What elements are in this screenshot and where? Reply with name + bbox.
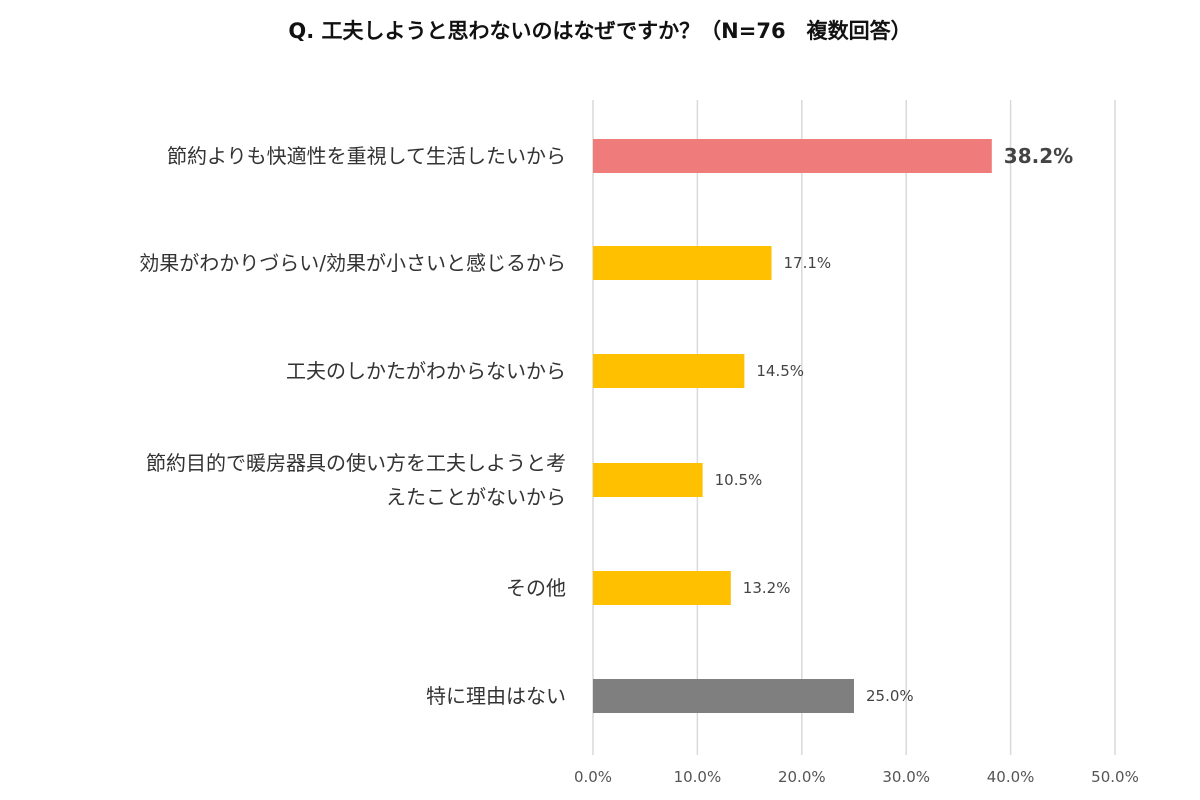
data-label: 38.2% [1004, 144, 1073, 168]
bar [593, 139, 992, 173]
data-label: 25.0% [866, 687, 914, 705]
data-label: 17.1% [784, 254, 832, 272]
bar [593, 571, 731, 605]
category-label: えたことがないから [386, 485, 566, 509]
bar [593, 246, 772, 280]
bar [593, 679, 854, 713]
category-label: 効果がわかりづらい/効果が小さいと感じるから [139, 251, 566, 275]
x-axis-tick-labels: 0.0% 10.0% 20.0% 30.0% 40.0% 50.0% [574, 768, 1139, 786]
x-tick-label: 0.0% [574, 768, 612, 786]
data-label: 10.5% [715, 471, 763, 489]
x-tick-label: 40.0% [987, 768, 1035, 786]
category-label: 節約よりも快適性を重視して生活したいから [167, 144, 566, 168]
bar [593, 354, 745, 388]
category-label: 工夫のしかたがわからないから [286, 359, 566, 383]
category-label: その他 [506, 576, 566, 600]
category-label: 特に理由はない [426, 684, 566, 708]
x-tick-label: 50.0% [1091, 768, 1139, 786]
data-labels: 38.2% 17.1% 14.5% 10.5% 13.2% 25.0% [715, 144, 1074, 705]
data-label: 13.2% [743, 579, 791, 597]
bars [593, 139, 992, 713]
category-label: 節約目的で暖房器具の使い方を工夫しようと考 [146, 451, 566, 475]
x-tick-label: 10.0% [674, 768, 722, 786]
gridlines [592, 100, 1116, 755]
x-tick-label: 30.0% [882, 768, 930, 786]
data-label: 14.5% [756, 362, 804, 380]
bar [593, 463, 703, 497]
category-labels: 節約よりも快適性を重視して生活したいから効果がわかりづらい/効果が小さいと感じる… [139, 144, 566, 708]
chart-title: Q. 工夫しようと思わないのはなぜですか？（N=76 複数回答） [288, 19, 911, 43]
x-tick-label: 20.0% [778, 768, 826, 786]
